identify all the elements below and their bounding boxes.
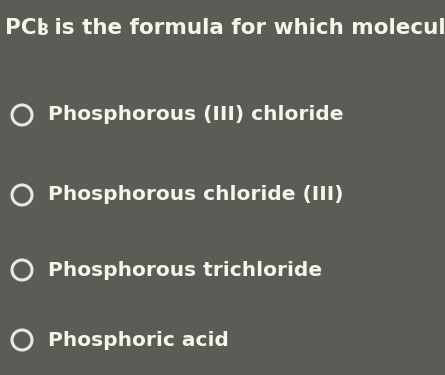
Text: Phosphorous trichloride: Phosphorous trichloride (48, 261, 322, 279)
Text: 3: 3 (38, 23, 49, 38)
Text: Phosphorous chloride (III): Phosphorous chloride (III) (48, 186, 344, 204)
Text: is the formula for which molecule?: is the formula for which molecule? (47, 18, 445, 38)
Text: Phosphoric acid: Phosphoric acid (48, 330, 229, 350)
Text: PCl: PCl (5, 18, 44, 38)
Text: Phosphorous (III) chloride: Phosphorous (III) chloride (48, 105, 344, 125)
